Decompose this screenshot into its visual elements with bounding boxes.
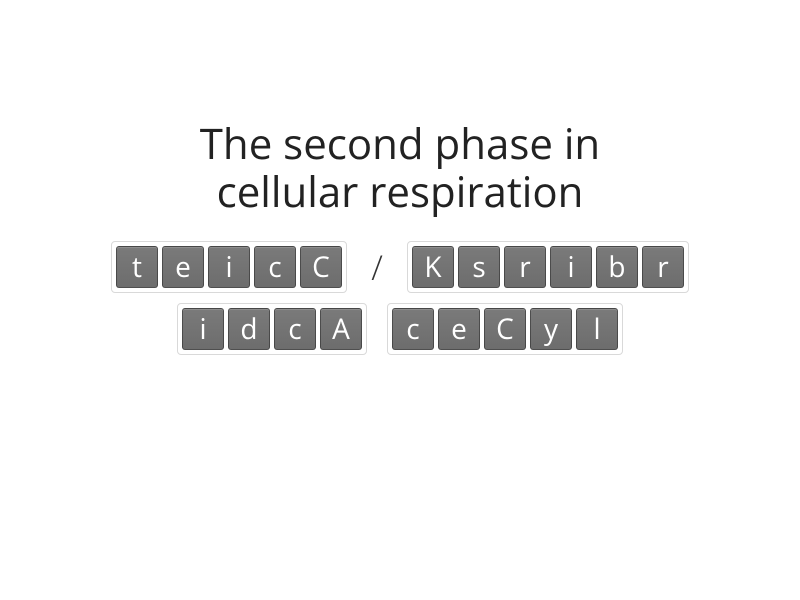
word-box: idcA (177, 303, 367, 355)
word-box: ceCyl (387, 303, 623, 355)
letter-tile[interactable]: K (412, 246, 454, 288)
word-separator: / (367, 244, 387, 290)
letter-tile[interactable]: r (642, 246, 684, 288)
letter-tile[interactable]: d (228, 308, 270, 350)
letter-tile[interactable]: y (530, 308, 572, 350)
letter-tile[interactable]: C (300, 246, 342, 288)
word-box: teicC (111, 241, 347, 293)
anagram-stage: The second phase in cellular respiration… (0, 0, 800, 600)
word-box: Ksribr (407, 241, 689, 293)
letter-tile[interactable]: s (458, 246, 500, 288)
letter-tile[interactable]: c (254, 246, 296, 288)
letter-tile[interactable]: i (208, 246, 250, 288)
letter-tile[interactable]: b (596, 246, 638, 288)
letter-tile[interactable]: r (504, 246, 546, 288)
letter-tile[interactable]: A (320, 308, 362, 350)
words-area: teicC/KsribridcAceCyl (111, 241, 689, 355)
word-row: teicC/Ksribr (111, 241, 689, 293)
letter-tile[interactable]: c (274, 308, 316, 350)
letter-tile[interactable]: t (116, 246, 158, 288)
letter-tile[interactable]: i (550, 246, 592, 288)
clue-text: The second phase in cellular respiration (200, 120, 600, 217)
letter-tile[interactable]: C (484, 308, 526, 350)
letter-tile[interactable]: c (392, 308, 434, 350)
letter-tile[interactable]: e (438, 308, 480, 350)
word-row: idcAceCyl (177, 303, 623, 355)
letter-tile[interactable]: l (576, 308, 618, 350)
letter-tile[interactable]: e (162, 246, 204, 288)
clue-line-2: cellular respiration (217, 163, 584, 220)
letter-tile[interactable]: i (182, 308, 224, 350)
